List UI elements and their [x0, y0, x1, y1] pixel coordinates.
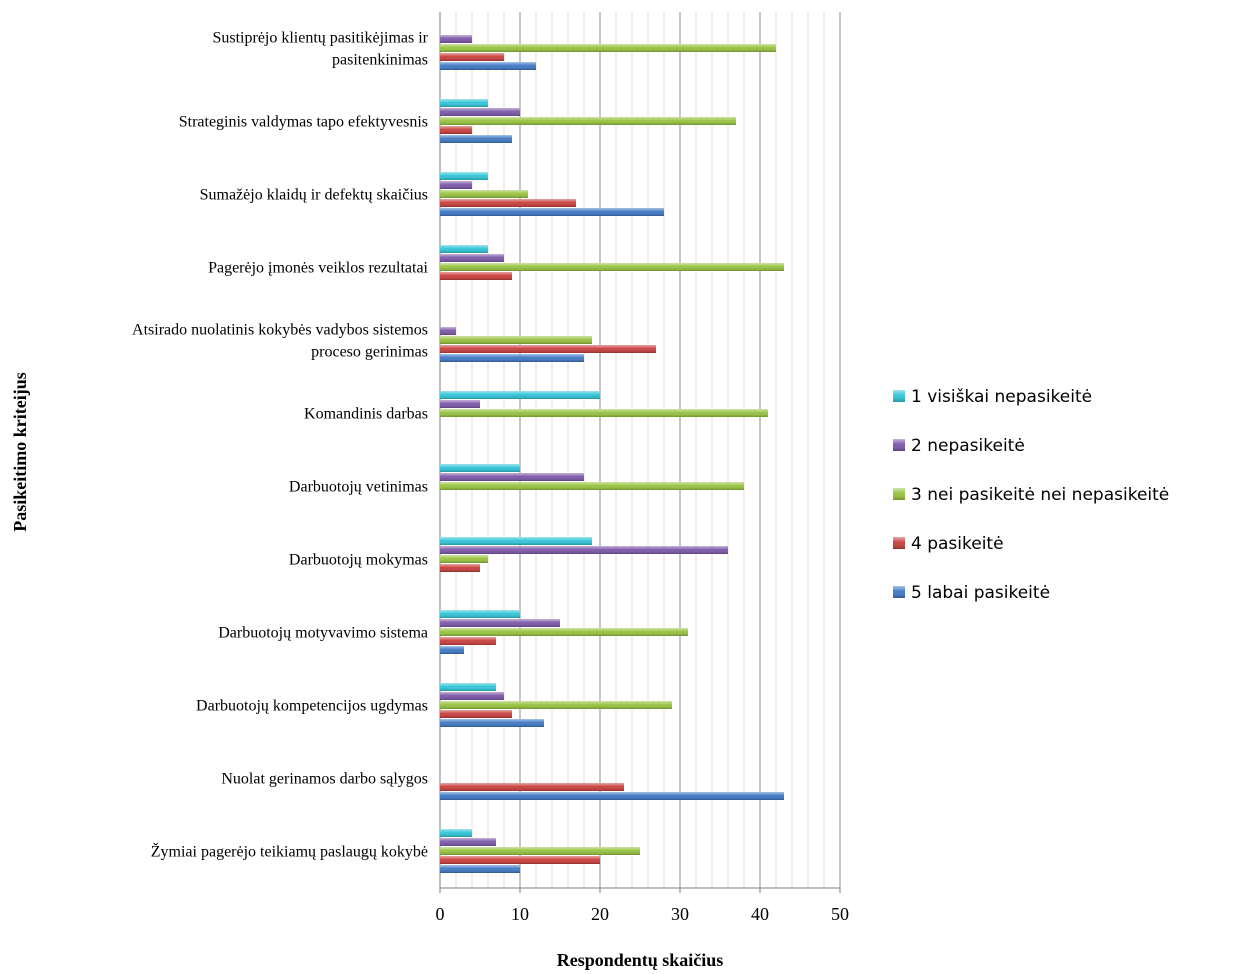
legend-label: 5 labai pasikeitė	[911, 583, 1050, 603]
bar-shading	[440, 254, 504, 262]
bar-shading	[440, 263, 784, 271]
category-label-line: Žymiai pagerėjo teikiamų paslaugų kokybė	[151, 842, 428, 861]
bar-shading	[440, 464, 520, 472]
bar-shading	[440, 692, 504, 700]
legend-swatch-shading	[893, 586, 905, 598]
bar-shading	[440, 482, 744, 490]
category-label-line: Darbuotojų kompetencijos ugdymas	[196, 698, 428, 715]
category-label: Darbuotojų mokymas	[289, 552, 428, 569]
category-label-line: Komandinis darbas	[304, 406, 428, 423]
category-label-line: pasitenkinimas	[332, 52, 428, 69]
bar-shading	[440, 628, 688, 636]
bar-shading	[440, 619, 560, 627]
bar-shading	[440, 117, 736, 125]
grid	[439, 12, 841, 893]
bar-shading	[440, 208, 664, 216]
bar-shading	[440, 272, 512, 280]
bar-shading	[440, 865, 520, 873]
bar-shading	[440, 327, 456, 335]
category-label-line: Darbuotojų mokymas	[289, 552, 428, 569]
bar-shading	[440, 783, 624, 791]
legend-label: 1 visiškai nepasikeitė	[911, 387, 1092, 407]
bar-shading	[440, 354, 584, 362]
category-label: Strateginis valdymas tapo efektyvesnis	[179, 114, 428, 131]
x-tick-label: 20	[591, 904, 609, 924]
category-label: Darbuotojų vetinimas	[289, 479, 428, 496]
bar-shading	[440, 564, 480, 572]
legend-swatch-shading	[893, 439, 905, 451]
bar-shading	[440, 856, 600, 864]
bar-shading	[440, 719, 544, 727]
category-label: Atsirado nuolatinis kokybės vadybos sist…	[132, 322, 428, 361]
x-tick-labels: 0 10 20 30 40 50	[436, 904, 850, 924]
bar-shading	[440, 345, 656, 353]
x-tick-label: 10	[511, 904, 529, 924]
bar-shading	[440, 792, 784, 800]
legend-swatch-shading	[893, 488, 905, 500]
category-label-line: Sumažėjo klaidų ir defektų skaičius	[200, 187, 428, 204]
x-tick-label: 30	[671, 904, 689, 924]
category-label-line: Darbuotojų vetinimas	[289, 479, 428, 496]
bar-shading	[440, 473, 584, 481]
bar-shading	[440, 847, 640, 855]
bar-shading	[440, 62, 536, 70]
category-label-line: Darbuotojų motyvavimo sistema	[218, 625, 428, 642]
category-label: Sustiprėjo klientų pasitikėjimas ir pasit…	[212, 30, 428, 69]
category-label: Pagerėjo įmonės veiklos rezultatai	[208, 260, 428, 277]
category-label-line: Strateginis valdymas tapo efektyvesnis	[179, 114, 428, 131]
bar-shading	[440, 637, 496, 645]
category-label: Komandinis darbas	[304, 406, 428, 423]
bar-shading	[440, 336, 592, 344]
legend-label: 4 pasikeitė	[911, 534, 1004, 554]
bar-shading	[440, 199, 576, 207]
bar-shading	[440, 53, 504, 61]
x-tick-label: 0	[436, 904, 445, 924]
bar-shading	[440, 35, 472, 43]
y-axis-title: Pasikeitimo kriteijus	[10, 372, 30, 532]
bar-shading	[440, 838, 496, 846]
x-tick-label: 50	[831, 904, 849, 924]
category-label: Žymiai pagerėjo teikiamų paslaugų kokybė	[151, 842, 428, 861]
category-label-line: Atsirado nuolatinis kokybės vadybos sist…	[132, 322, 428, 339]
category-label: Sumažėjo klaidų ir defektų skaičius	[200, 187, 428, 204]
legend-swatch-shading	[893, 390, 905, 402]
bar-shading	[440, 44, 776, 52]
bar-shading	[440, 409, 768, 417]
bar-shading	[440, 190, 528, 198]
bar-shading	[440, 135, 512, 143]
bar-shading	[440, 710, 512, 718]
bar-shading	[440, 683, 496, 691]
bar-shading	[440, 829, 472, 837]
bar-shading	[440, 646, 464, 654]
bar-shading	[440, 537, 592, 545]
legend-swatch-shading	[893, 537, 905, 549]
x-axis-title: Respondentų skaičius	[557, 950, 724, 970]
bar-shading	[440, 400, 480, 408]
category-label: Nuolat gerinamos darbo sąlygos	[221, 771, 428, 788]
bar-shading	[440, 391, 600, 399]
bar-shading	[440, 108, 520, 116]
category-label-line: Nuolat gerinamos darbo sąlygos	[221, 771, 428, 788]
legend-label: 3 nei pasikeitė nei nepasikeitė	[911, 485, 1169, 505]
category-label-line: Pagerėjo įmonės veiklos rezultatai	[208, 260, 428, 277]
bar-shading	[440, 546, 728, 554]
category-labels: Sustiprėjo klientų pasitikėjimas ir pasit…	[132, 30, 429, 861]
category-label-line: proceso gerinimas	[311, 344, 428, 361]
category-label-line: Sustiprėjo klientų pasitikėjimas ir	[212, 30, 428, 47]
bar-shading	[440, 701, 672, 709]
bar-shading	[440, 172, 488, 180]
bar-shading	[440, 99, 488, 107]
x-tick-label: 40	[751, 904, 769, 924]
bar-shading	[440, 181, 472, 189]
bar-shading	[440, 555, 488, 563]
category-label: Darbuotojų motyvavimo sistema	[218, 625, 428, 642]
bar-shading	[440, 126, 472, 134]
bar-shading	[440, 610, 520, 618]
category-label: Darbuotojų kompetencijos ugdymas	[196, 698, 428, 715]
bars	[440, 35, 784, 873]
legend-label: 2 nepasikeitė	[911, 436, 1025, 456]
bar-shading	[440, 245, 488, 253]
legend: 1 visiškai nepasikeitė 2 nepasikeitė 3 nei…	[893, 387, 1169, 603]
